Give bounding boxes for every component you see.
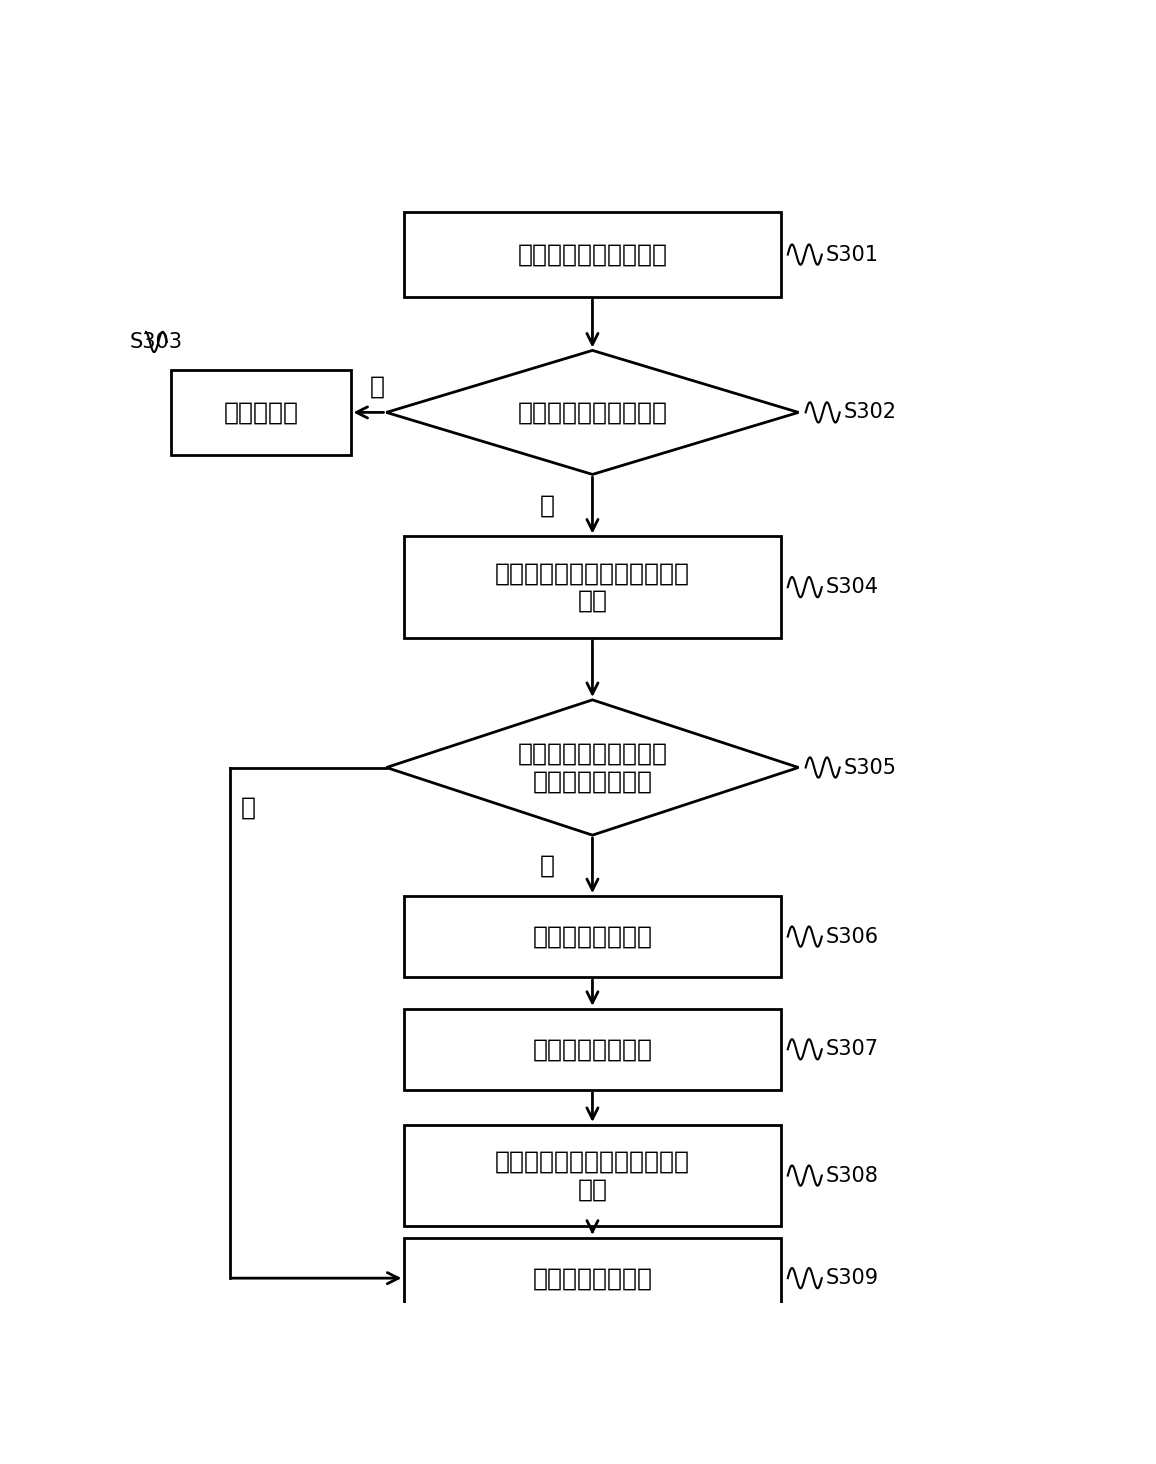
- Text: S305: S305: [844, 757, 896, 777]
- Text: 确认音量调整系数: 确认音量调整系数: [533, 1038, 652, 1061]
- Text: 判断音频应用是否开启: 判断音频应用是否开启: [518, 401, 667, 425]
- Text: 播放超声波: 播放超声波: [223, 401, 298, 425]
- Text: S304: S304: [825, 577, 879, 597]
- Text: S301: S301: [825, 244, 879, 265]
- Bar: [405, 1009, 780, 1089]
- Text: 否: 否: [370, 375, 385, 398]
- Text: S306: S306: [825, 927, 879, 947]
- Bar: [405, 212, 780, 297]
- Bar: [171, 370, 350, 455]
- Text: 是: 是: [540, 854, 555, 877]
- Text: 获取预设音量值以及当前系统
音量: 获取预设音量值以及当前系统 音量: [495, 561, 690, 613]
- Text: 调整系统音量值和音频应用音
量值: 调整系统音量值和音频应用音 量值: [495, 1149, 690, 1202]
- Polygon shape: [386, 700, 799, 834]
- Bar: [405, 536, 780, 638]
- Bar: [405, 1237, 780, 1319]
- Text: 是: 是: [540, 493, 555, 517]
- Text: 判断当前系统音量值是
否小于预设音量值: 判断当前系统音量值是 否小于预设音量值: [518, 742, 667, 793]
- Bar: [405, 896, 780, 976]
- Bar: [405, 1124, 780, 1227]
- Text: 确认音量调整次数: 确认音量调整次数: [533, 925, 652, 949]
- Text: 确认超声发射开关开启: 确认超声发射开关开启: [518, 243, 667, 266]
- Text: S308: S308: [825, 1165, 879, 1186]
- Text: S302: S302: [844, 403, 896, 423]
- Text: S307: S307: [825, 1039, 879, 1060]
- Text: S303: S303: [129, 332, 183, 351]
- Text: 否: 否: [240, 796, 255, 820]
- Polygon shape: [386, 350, 799, 474]
- Text: 输出超声波和音频: 输出超声波和音频: [533, 1266, 652, 1290]
- Text: S309: S309: [825, 1268, 879, 1288]
